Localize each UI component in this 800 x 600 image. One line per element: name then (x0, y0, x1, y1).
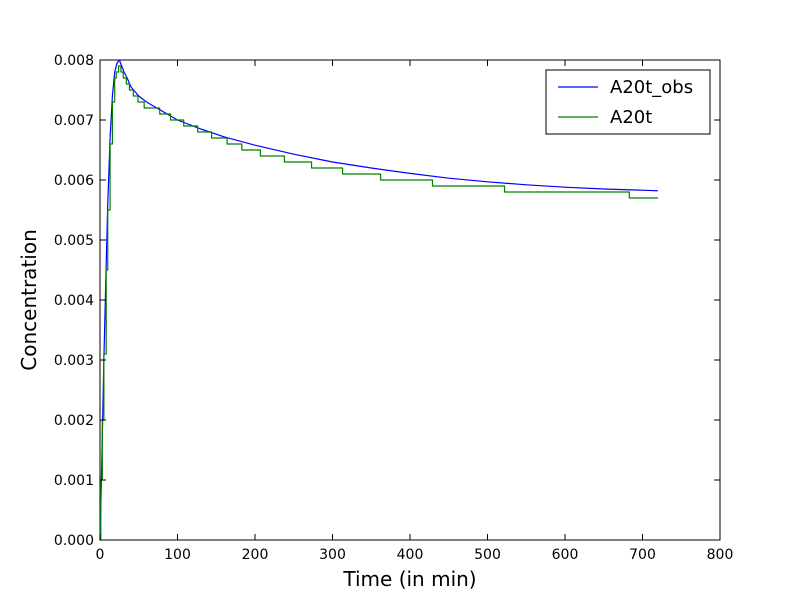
x-tick-label: 0 (96, 547, 105, 563)
plot-area: 0 100 200 300 400 500 600 700 800 0.000 0.001 0.002… (54, 53, 733, 563)
y-tick-label: 0.006 (54, 173, 94, 189)
series-layer (99, 59, 659, 541)
x-tick-label: 800 (707, 547, 734, 563)
y-tick-label: 0.008 (54, 53, 94, 69)
legend-label-a20t-obs: A20t_obs (610, 77, 693, 98)
x-axis-label: Time (in min) (342, 567, 476, 591)
ticks-layer: 0 100 200 300 400 500 600 700 800 0.000 0.001 0.002… (54, 53, 733, 563)
series-line-a20t (100, 65, 658, 541)
x-tick-label: 400 (397, 547, 424, 563)
x-tick-label: 600 (552, 547, 579, 563)
x-tick-label: 300 (319, 547, 346, 563)
y-tick-label: 0.001 (54, 473, 94, 489)
x-tick-label: 500 (474, 547, 501, 563)
series-line-a20t-obs (99, 59, 659, 541)
y-tick-label: 0.005 (54, 233, 94, 249)
x-tick-label: 200 (242, 547, 269, 563)
y-tick-label: 0.003 (54, 353, 94, 369)
legend-label-a20t: A20t (610, 107, 652, 128)
x-tick-label: 100 (164, 547, 191, 563)
legend-frame (545, 69, 711, 135)
x-tick-label: 700 (629, 547, 656, 563)
legend: A20t_obs A20t (545, 69, 711, 135)
y-tick-label: 0.004 (54, 293, 94, 309)
y-tick-label: 0.002 (54, 413, 94, 429)
y-tick-label: 0.007 (54, 113, 94, 129)
y-axis-label: Concentration (17, 229, 41, 370)
y-tick-label: 0.000 (54, 533, 94, 549)
